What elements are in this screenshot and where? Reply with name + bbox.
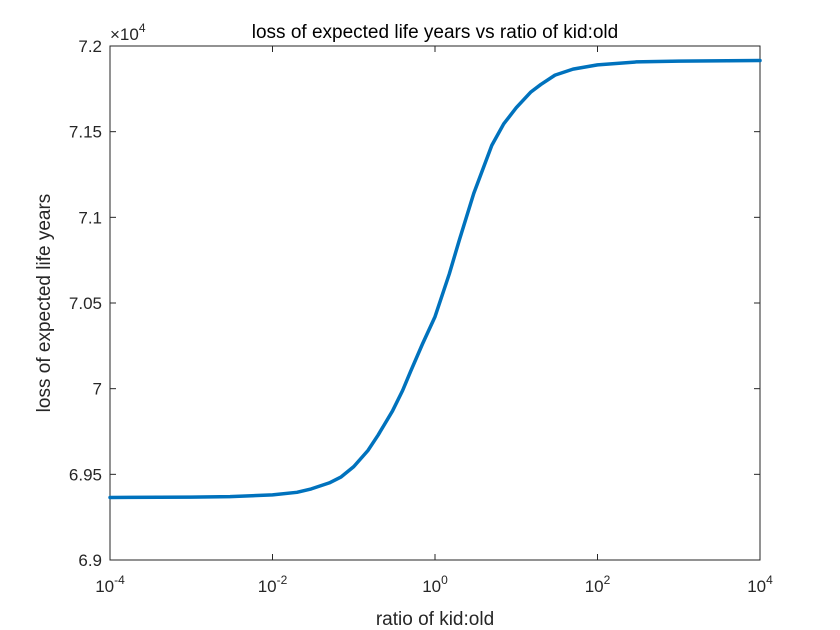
y-tick-label: 6.95 [69,465,102,484]
x-tick-label-exponent: 2 [604,573,611,587]
x-tick-label: 104 [747,573,773,596]
y-tick-label: 7.2 [78,37,102,56]
y-tick-label: 7.05 [69,294,102,313]
x-axis-tick-labels: 10-4 10-2 100 102 104 [95,573,773,596]
y-multiplier-exponent: 4 [139,21,146,35]
x-tick-label-base: 10 [747,577,766,596]
y-tick-label: 7 [93,380,102,399]
x-tick-label-exponent: -2 [277,573,288,587]
y-multiplier-base: ×10 [110,25,139,44]
x-tick-label-base: 10 [422,577,441,596]
y-tick-label: 7.1 [78,208,102,227]
y-axis-ticks [110,45,760,561]
x-axis-ticks [109,46,761,560]
x-tick-label: 100 [422,573,448,596]
chart-title: loss of expected life years vs ratio of … [252,22,618,43]
plot-area [109,45,761,561]
y-tick-label: 7.15 [69,123,102,142]
x-tick-label-exponent: 0 [441,573,448,587]
y-axis-multiplier: ×104 [110,21,146,44]
y-tick-label: 6.9 [78,551,102,570]
x-tick-label-base: 10 [585,577,604,596]
x-tick-label: 102 [585,573,611,596]
y-axis-tick-labels: 6.9 6.95 7 7.05 7.1 7.15 7.2 [69,37,102,570]
x-axis-title: ratio of kid:old [376,609,494,630]
x-tick-label-base: 10 [95,577,114,596]
series-line [108,58,762,500]
y-axis-title: loss of expected life years [34,194,55,413]
x-tick-label: 10-4 [95,573,125,596]
x-tick-label-exponent: 4 [766,573,773,587]
x-tick-label-base: 10 [258,577,277,596]
x-tick-label-exponent: -4 [114,573,125,587]
x-tick-label: 10-2 [258,573,288,596]
